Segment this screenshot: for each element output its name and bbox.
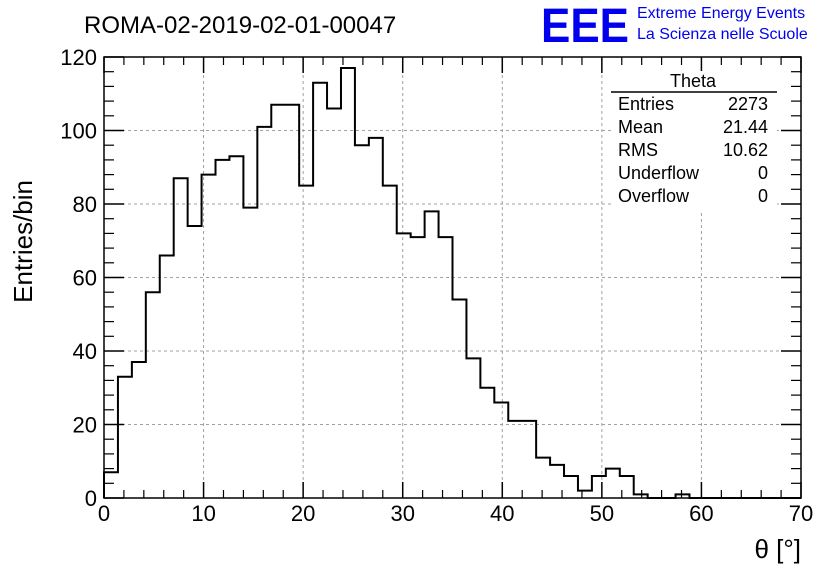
plot-frame bbox=[103, 56, 802, 499]
stats-title: Theta bbox=[670, 71, 717, 91]
stats-row-label: Overflow bbox=[618, 186, 690, 206]
y-axis-label: Entries/bin bbox=[8, 180, 38, 303]
stats-row-label: Underflow bbox=[618, 163, 700, 183]
x-tick-label: 60 bbox=[689, 501, 713, 526]
chart-title: ROMA-02-2019-02-01-00047 bbox=[84, 12, 396, 39]
x-tick-label: 20 bbox=[291, 501, 315, 526]
stats-row-value: 2273 bbox=[728, 94, 768, 114]
y-tick-label: 40 bbox=[73, 339, 97, 364]
stats-row-label: RMS bbox=[618, 140, 658, 160]
x-tick-label: 10 bbox=[191, 501, 215, 526]
grid-lines bbox=[104, 57, 801, 498]
y-tick-label: 80 bbox=[73, 192, 97, 217]
stats-row-value: 10.62 bbox=[723, 140, 768, 160]
stats-row-label: Mean bbox=[618, 117, 663, 137]
y-tick-label: 100 bbox=[60, 119, 97, 144]
x-tick-label: 50 bbox=[590, 501, 614, 526]
stats-row-value: 0 bbox=[758, 186, 768, 206]
eee-logo: EEE Extreme Energy Events La Scienza nel… bbox=[541, 0, 808, 53]
y-tick-label: 120 bbox=[60, 45, 97, 70]
stats-row-value: 21.44 bbox=[723, 117, 768, 137]
y-tick-label: 20 bbox=[73, 413, 97, 438]
y-tick-labels: 0 20 40 60 80 100 120 bbox=[60, 45, 97, 511]
stats-row-label: Entries bbox=[618, 94, 674, 114]
x-tick-label: 30 bbox=[390, 501, 414, 526]
histogram-series bbox=[103, 67, 801, 499]
stats-rows: Entries 2273 Mean 21.44 RMS 10.62 Underflow 0 Ov… bbox=[618, 94, 768, 206]
eee-logo-line2: La Scienza nelle Scuole bbox=[637, 26, 808, 43]
stats-row-value: 0 bbox=[758, 163, 768, 183]
x-tick-label: 0 bbox=[98, 501, 110, 526]
x-axis-label: θ [°] bbox=[754, 534, 801, 564]
x-tick-label: 70 bbox=[789, 501, 813, 526]
x-tick-labels: 0 10 20 30 40 50 60 70 bbox=[98, 501, 813, 526]
y-tick-label: 0 bbox=[85, 486, 97, 511]
eee-logo-line1: Extreme Energy Events bbox=[637, 5, 805, 22]
y-tick-label: 60 bbox=[73, 266, 97, 291]
stats-box: Theta Entries 2273 Mean 21.44 RMS 10.62 Underf… bbox=[611, 71, 777, 211]
stats-box-background bbox=[611, 71, 777, 211]
x-tick-label: 40 bbox=[490, 501, 514, 526]
eee-logo-mark: EEE bbox=[541, 0, 629, 53]
